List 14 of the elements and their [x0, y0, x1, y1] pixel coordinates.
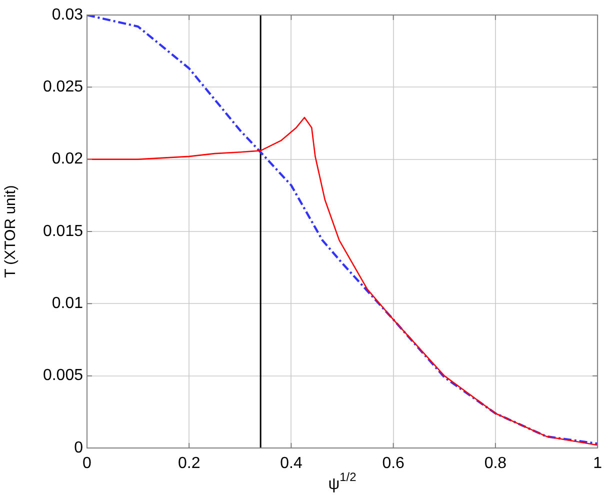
- y-tick-label: 0.025: [42, 78, 84, 96]
- y-tick-label: 0.03: [52, 6, 84, 24]
- x-tick-label: 0.2: [178, 455, 200, 472]
- x-tick-label: 0.8: [484, 455, 507, 472]
- x-tick-label: 0.6: [382, 455, 405, 472]
- y-tick-label: 0.015: [42, 222, 84, 240]
- x-tick-label: 0.4: [280, 455, 302, 472]
- y-tick-label: 0.01: [52, 295, 84, 312]
- x-tick-label: 1: [593, 455, 602, 472]
- y-tick-label: 0.005: [42, 367, 84, 384]
- line-series: [87, 15, 598, 445]
- y-tick-label: 0: [74, 439, 84, 456]
- y-tick-label: 0.02: [52, 150, 84, 168]
- y-axis-title: T (XTOR unit): [2, 185, 20, 278]
